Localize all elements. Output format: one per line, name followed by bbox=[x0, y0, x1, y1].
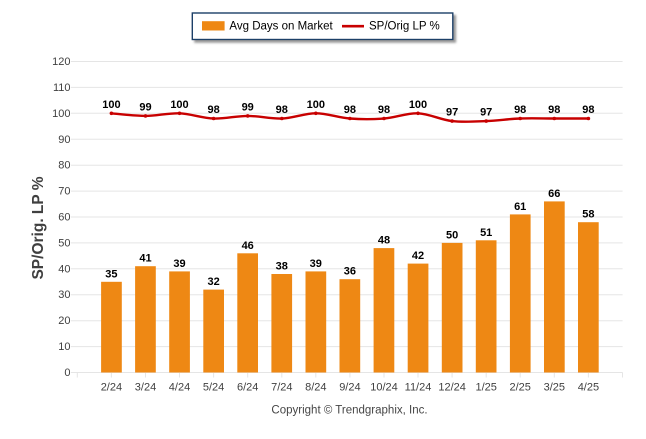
svg-text:98: 98 bbox=[378, 104, 390, 116]
svg-text:50: 50 bbox=[446, 229, 458, 241]
svg-text:38: 38 bbox=[276, 261, 288, 273]
svg-text:41: 41 bbox=[139, 253, 151, 265]
svg-text:4/24: 4/24 bbox=[169, 382, 190, 394]
svg-text:99: 99 bbox=[242, 101, 254, 113]
svg-text:80: 80 bbox=[58, 160, 70, 172]
svg-text:10: 10 bbox=[58, 341, 70, 353]
svg-text:11/24: 11/24 bbox=[405, 382, 432, 394]
svg-text:1/25: 1/25 bbox=[475, 382, 496, 394]
svg-text:2/24: 2/24 bbox=[101, 382, 122, 394]
svg-text:58: 58 bbox=[582, 209, 594, 221]
svg-text:2/25: 2/25 bbox=[509, 382, 530, 394]
svg-text:100: 100 bbox=[102, 99, 120, 111]
svg-text:99: 99 bbox=[139, 101, 151, 113]
svg-text:48: 48 bbox=[378, 235, 390, 247]
svg-text:5/24: 5/24 bbox=[203, 382, 224, 394]
svg-text:9/24: 9/24 bbox=[339, 382, 360, 394]
svg-text:12/24: 12/24 bbox=[438, 382, 466, 394]
svg-text:Avg Days on Market: Avg Days on Market bbox=[229, 21, 333, 33]
svg-text:36: 36 bbox=[344, 266, 356, 278]
svg-text:SP/Orig LP %: SP/Orig LP % bbox=[369, 21, 440, 33]
svg-text:6/24: 6/24 bbox=[237, 382, 258, 394]
svg-text:8/24: 8/24 bbox=[305, 382, 326, 394]
svg-text:39: 39 bbox=[173, 258, 185, 270]
svg-text:7/24: 7/24 bbox=[271, 382, 292, 394]
svg-text:3/25: 3/25 bbox=[544, 382, 565, 394]
svg-text:0: 0 bbox=[64, 367, 70, 379]
svg-text:98: 98 bbox=[514, 104, 526, 116]
svg-text:32: 32 bbox=[207, 276, 219, 288]
svg-text:51: 51 bbox=[480, 227, 492, 239]
svg-text:120: 120 bbox=[52, 56, 70, 68]
svg-text:10/24: 10/24 bbox=[370, 382, 398, 394]
svg-text:70: 70 bbox=[58, 186, 70, 198]
svg-text:100: 100 bbox=[307, 99, 325, 111]
svg-text:100: 100 bbox=[170, 99, 188, 111]
svg-text:20: 20 bbox=[58, 315, 70, 327]
svg-text:110: 110 bbox=[53, 82, 71, 94]
svg-text:98: 98 bbox=[276, 104, 288, 116]
svg-text:97: 97 bbox=[446, 107, 458, 119]
svg-text:42: 42 bbox=[412, 250, 424, 262]
svg-text:3/24: 3/24 bbox=[135, 382, 156, 394]
svg-text:35: 35 bbox=[105, 268, 117, 280]
svg-text:39: 39 bbox=[310, 258, 322, 270]
svg-text:100: 100 bbox=[52, 108, 70, 120]
svg-text:61: 61 bbox=[514, 201, 526, 213]
svg-text:97: 97 bbox=[480, 107, 492, 119]
svg-text:98: 98 bbox=[582, 104, 594, 116]
svg-text:30: 30 bbox=[58, 289, 70, 301]
svg-text:98: 98 bbox=[344, 104, 356, 116]
svg-text:46: 46 bbox=[242, 240, 254, 252]
svg-text:90: 90 bbox=[58, 134, 70, 146]
svg-text:Copyright © Trendgraphix, Inc.: Copyright © Trendgraphix, Inc. bbox=[271, 404, 427, 416]
svg-text:60: 60 bbox=[58, 212, 70, 224]
svg-text:SP/Orig. LP %: SP/Orig. LP % bbox=[30, 176, 47, 279]
svg-text:66: 66 bbox=[548, 188, 560, 200]
svg-text:50: 50 bbox=[58, 237, 70, 249]
svg-text:98: 98 bbox=[548, 104, 560, 116]
svg-text:98: 98 bbox=[207, 104, 219, 116]
svg-text:100: 100 bbox=[409, 99, 427, 111]
svg-text:40: 40 bbox=[58, 263, 70, 275]
svg-text:4/25: 4/25 bbox=[578, 382, 599, 394]
